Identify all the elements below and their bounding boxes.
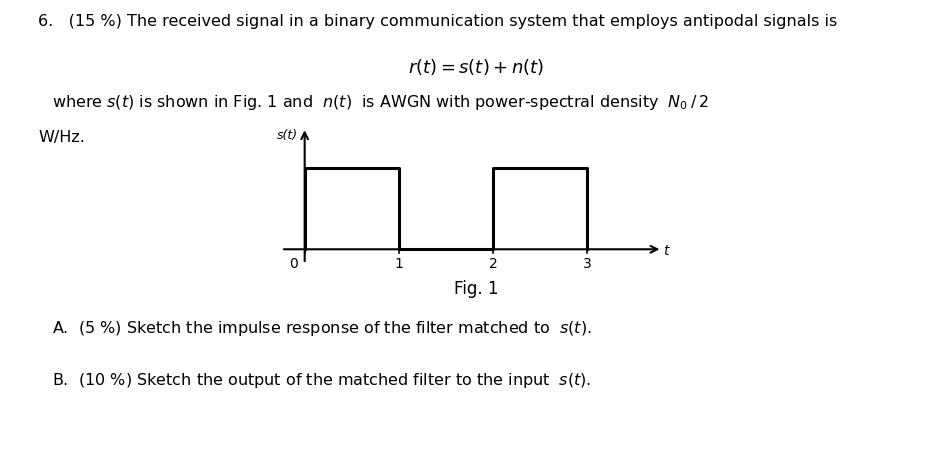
Text: $r(t)=s(t)+n(t)$: $r(t)=s(t)+n(t)$ [408,57,544,77]
Text: 1: 1 [394,258,403,271]
Text: W/Hz.: W/Hz. [38,130,85,145]
Text: s(t): s(t) [277,129,298,142]
Text: where $s(t)$ is shown in Fig. 1 and  $n(t)$  is AWGN with power-spectral density: where $s(t)$ is shown in Fig. 1 and $n(t… [52,93,708,112]
Text: Fig. 1: Fig. 1 [454,280,498,298]
Text: A.  (5 %) Sketch the impulse response of the filter matched to  $s(t)$.: A. (5 %) Sketch the impulse response of … [52,318,591,338]
Text: 0: 0 [288,258,297,271]
Text: 6.   (15 %) The received signal in a binary communication system that employs an: 6. (15 %) The received signal in a binar… [38,14,837,29]
Text: B.  (10 %) Sketch the output of the matched filter to the input  $s(t)$.: B. (10 %) Sketch the output of the match… [52,371,591,390]
Text: t: t [663,244,668,258]
Text: 3: 3 [582,258,591,271]
Text: 2: 2 [488,258,497,271]
